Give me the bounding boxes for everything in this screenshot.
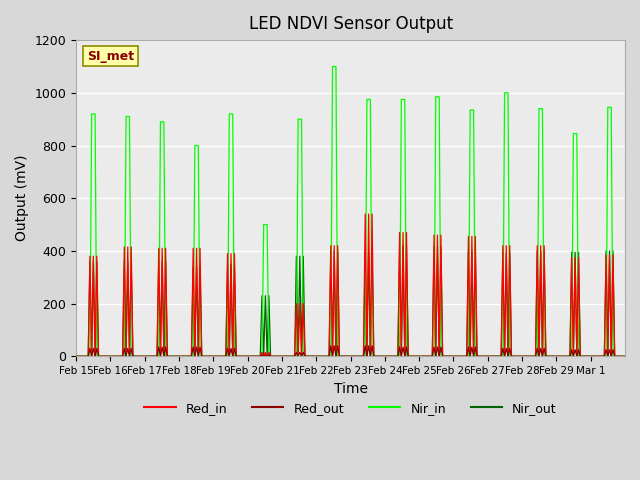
X-axis label: Time: Time bbox=[333, 382, 367, 396]
Title: LED NDVI Sensor Output: LED NDVI Sensor Output bbox=[248, 15, 452, 33]
Legend: Red_in, Red_out, Nir_in, Nir_out: Red_in, Red_out, Nir_in, Nir_out bbox=[140, 396, 562, 420]
Text: SI_met: SI_met bbox=[87, 49, 134, 62]
Y-axis label: Output (mV): Output (mV) bbox=[15, 155, 29, 241]
